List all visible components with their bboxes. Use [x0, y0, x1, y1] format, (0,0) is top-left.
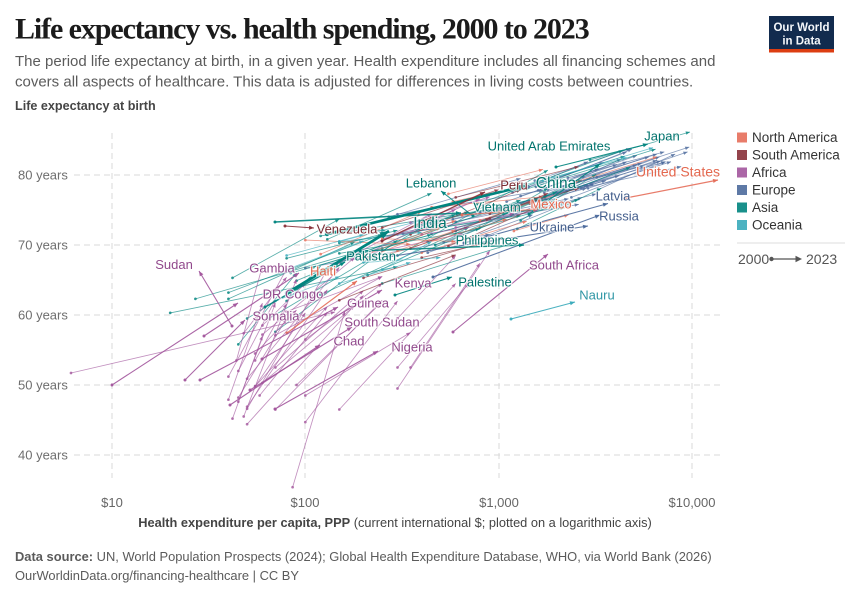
svg-text:United States: United States: [636, 164, 720, 180]
svg-text:$1,000: $1,000: [479, 495, 519, 510]
svg-text:Russia: Russia: [599, 208, 640, 223]
svg-text:Latvia: Latvia: [596, 188, 631, 203]
svg-text:Life expectancy at birth: Life expectancy at birth: [15, 99, 156, 113]
svg-text:Mexico: Mexico: [530, 196, 571, 211]
svg-text:Guinea: Guinea: [347, 295, 390, 310]
svg-text:$10,000: $10,000: [669, 495, 716, 510]
svg-text:80 years: 80 years: [18, 168, 68, 183]
svg-text:The period life expectancy at: The period life expectancy at birth, in …: [15, 53, 715, 70]
svg-text:Oceania: Oceania: [752, 218, 803, 233]
svg-text:Chad: Chad: [333, 333, 364, 348]
svg-text:China: China: [536, 175, 577, 192]
svg-text:Lebanon: Lebanon: [406, 175, 457, 190]
svg-text:Pakistan: Pakistan: [346, 248, 396, 263]
svg-text:Asia: Asia: [752, 200, 779, 215]
svg-text:South America: South America: [752, 148, 840, 163]
svg-text:South Sudan: South Sudan: [344, 314, 419, 329]
svg-text:$100: $100: [291, 495, 320, 510]
svg-text:United Arab Emirates: United Arab Emirates: [488, 138, 611, 153]
svg-text:India: India: [413, 215, 447, 232]
svg-text:$10: $10: [101, 495, 123, 510]
svg-text:Life expectancy vs. health spe: Life expectancy vs. health spending, 200…: [15, 13, 589, 46]
svg-text:Ukraine: Ukraine: [530, 219, 575, 234]
svg-text:Somalia: Somalia: [253, 308, 301, 323]
svg-text:Haiti: Haiti: [310, 263, 336, 278]
svg-text:DR Congo: DR Congo: [263, 286, 324, 301]
svg-text:Peru: Peru: [500, 177, 527, 192]
svg-text:Sudan: Sudan: [155, 257, 193, 272]
svg-text:Vietnam: Vietnam: [473, 199, 520, 214]
svg-text:50 years: 50 years: [18, 378, 68, 393]
svg-text:covers all aspects of healthca: covers all aspects of healthcare. This d…: [15, 74, 693, 91]
svg-text:Data source: UN, World Populat: Data source: UN, World Population Prospe…: [15, 549, 712, 564]
svg-text:Palestine: Palestine: [458, 274, 511, 289]
svg-text:Nauru: Nauru: [579, 287, 614, 302]
svg-text:Kenya: Kenya: [395, 275, 433, 290]
svg-text:in Data: in Data: [782, 36, 821, 48]
svg-text:2000: 2000: [738, 251, 769, 267]
svg-text:Europe: Europe: [752, 183, 796, 198]
svg-text:Africa: Africa: [752, 165, 787, 180]
svg-text:Venezuela: Venezuela: [317, 221, 378, 236]
svg-text:2023: 2023: [806, 251, 837, 267]
svg-text:Philippines: Philippines: [456, 232, 519, 247]
svg-text:70 years: 70 years: [18, 238, 68, 253]
svg-text:Japan: Japan: [644, 128, 679, 143]
svg-text:Our World: Our World: [773, 22, 829, 34]
svg-text:Gambia: Gambia: [249, 260, 295, 275]
svg-text:South Africa: South Africa: [529, 257, 600, 272]
svg-text:North America: North America: [752, 130, 838, 145]
svg-text:OurWorldinData.org/financing-h: OurWorldinData.org/financing-healthcare …: [15, 568, 299, 583]
svg-text:40 years: 40 years: [18, 448, 68, 463]
svg-text:60 years: 60 years: [18, 308, 68, 323]
svg-text:Nigeria: Nigeria: [391, 339, 433, 354]
svg-text:Health expenditure per capita,: Health expenditure per capita, PPP (curr…: [138, 515, 652, 530]
